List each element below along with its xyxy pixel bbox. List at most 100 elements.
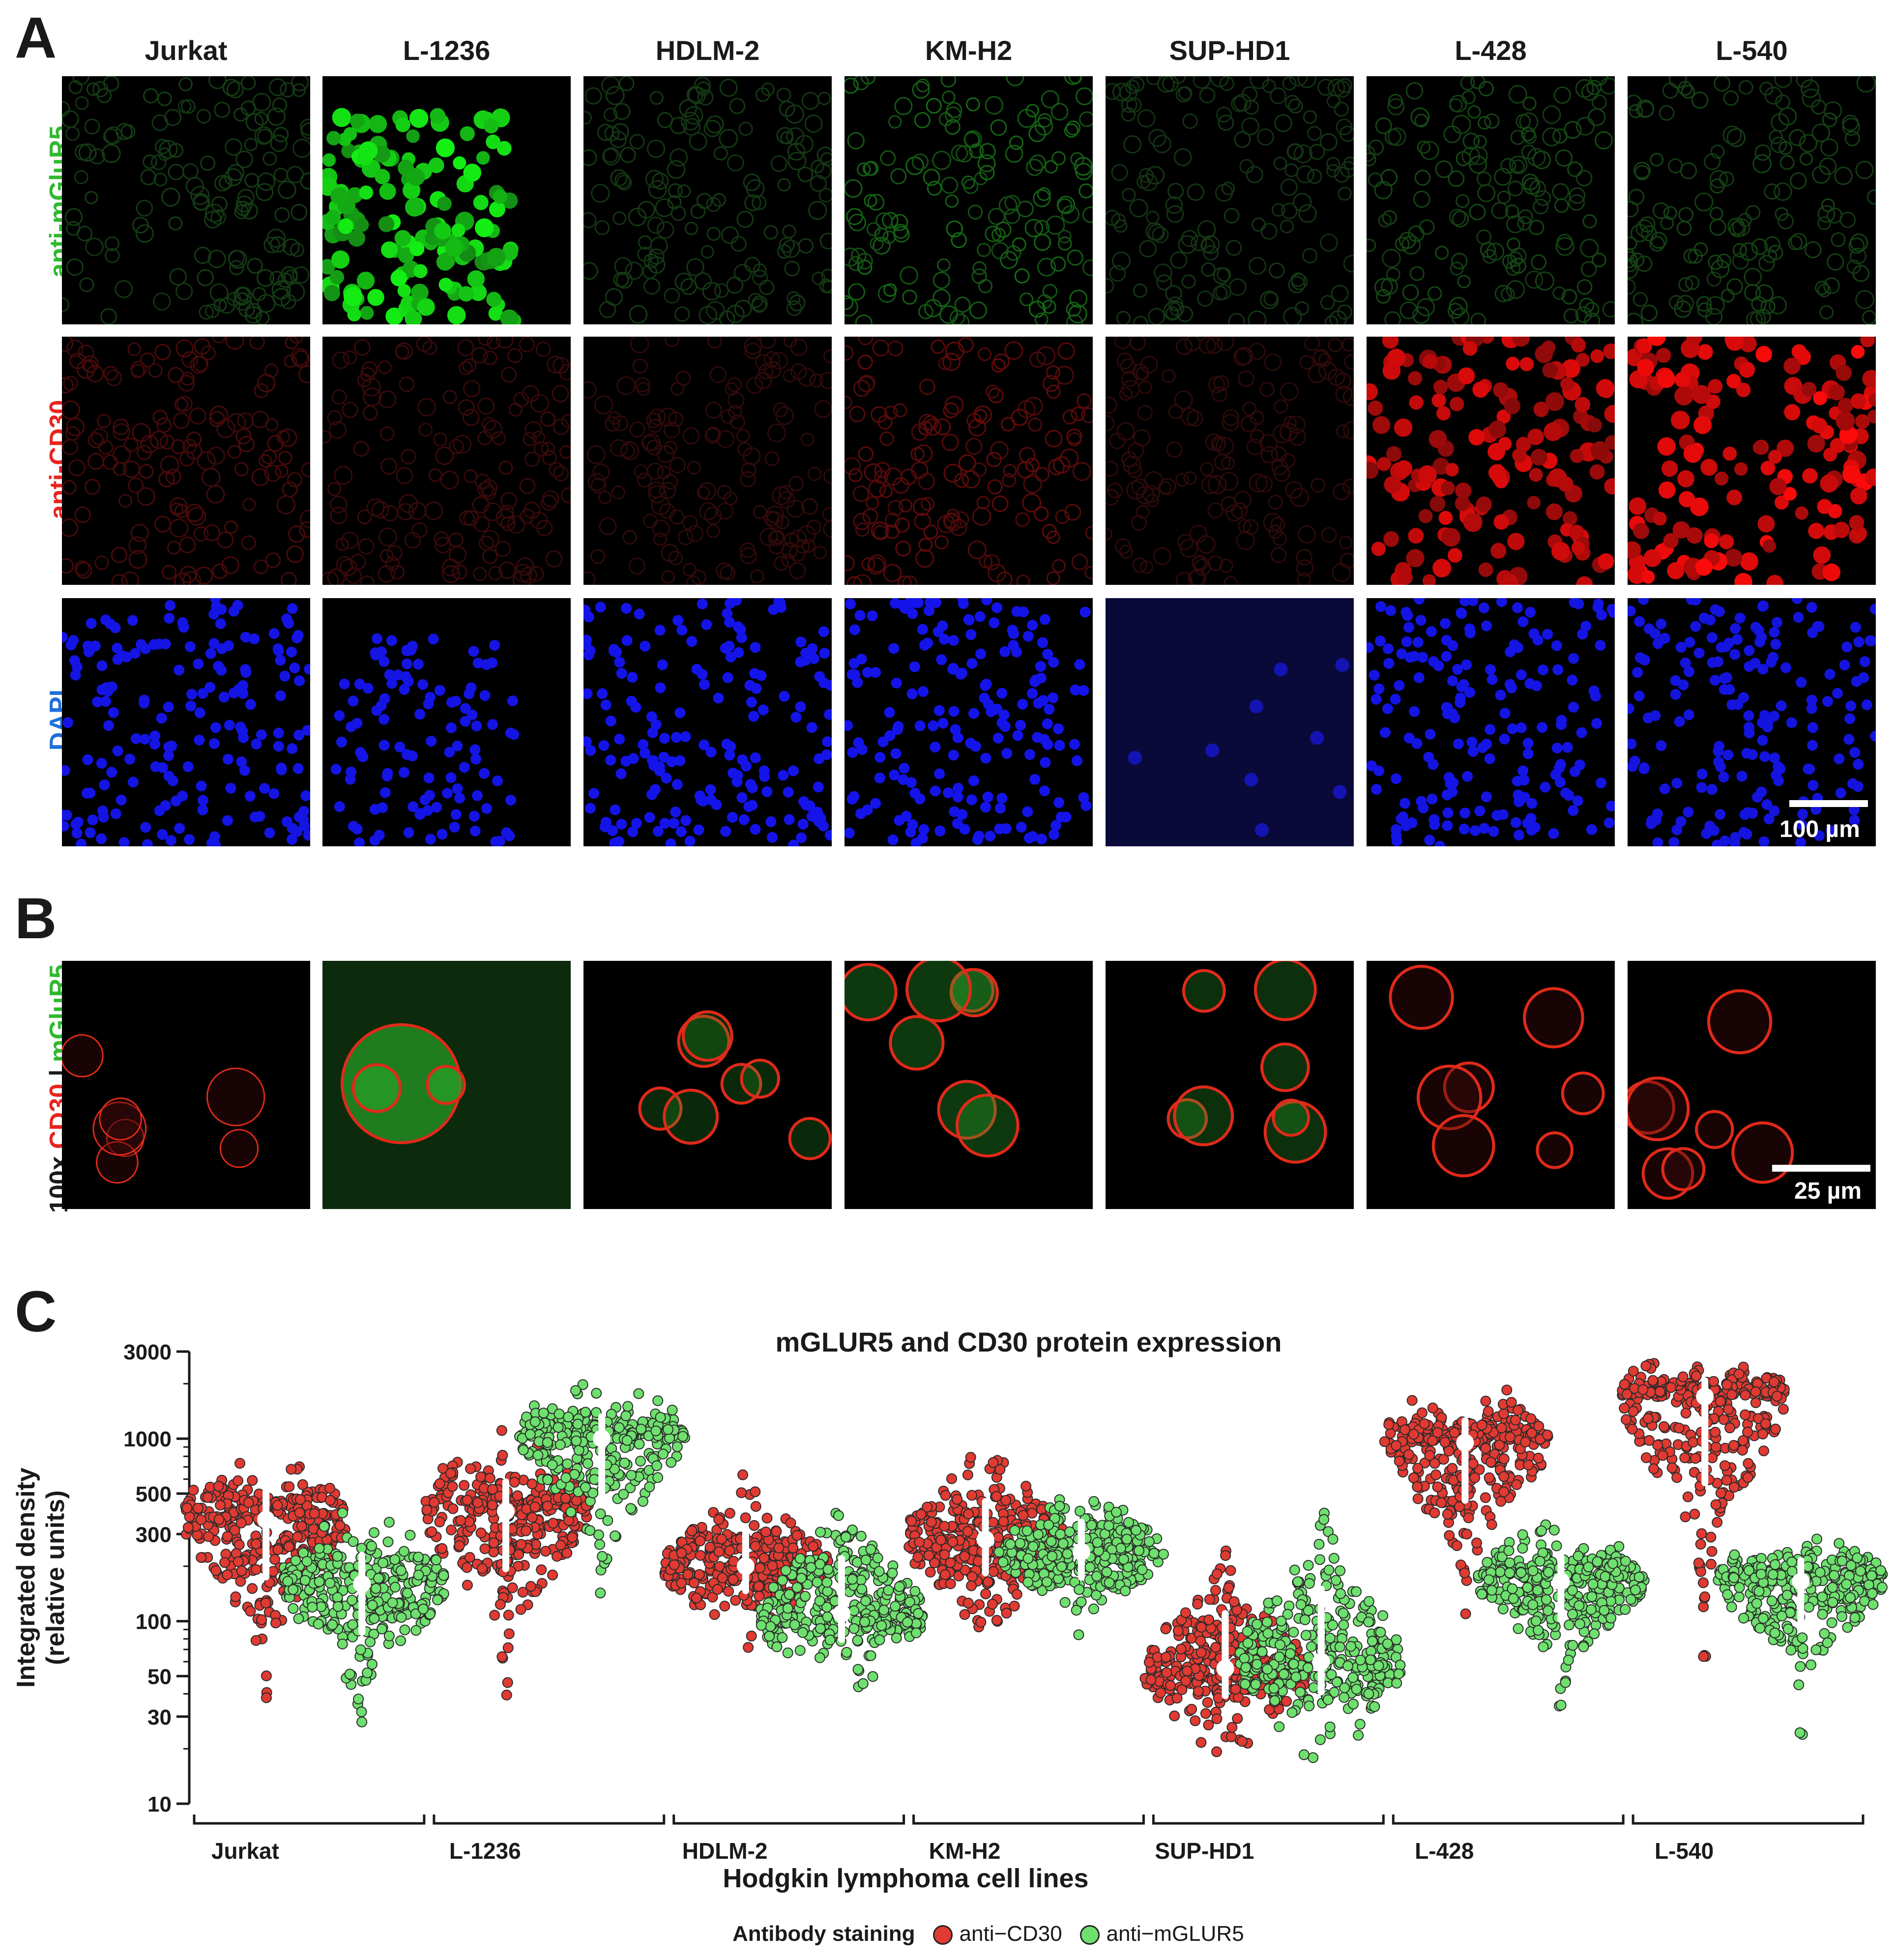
data-point: [181, 1502, 193, 1514]
data-point: [1054, 1500, 1065, 1512]
data-point: [1534, 1556, 1545, 1567]
data-point: [1412, 1481, 1423, 1493]
data-point: [765, 1621, 776, 1632]
data-point: [1165, 1680, 1176, 1691]
data-point: [1628, 1365, 1639, 1377]
data-point: [1055, 1528, 1066, 1540]
median-marker: [257, 1510, 275, 1528]
data-point: [1698, 1577, 1709, 1588]
micrograph: [322, 961, 571, 1209]
data-point: [1367, 1636, 1378, 1647]
data-point: [235, 1517, 247, 1528]
data-point: [1459, 1567, 1470, 1579]
data-point: [791, 1582, 803, 1593]
data-point: [1542, 1429, 1553, 1441]
data-point: [1262, 1628, 1274, 1639]
data-point: [518, 1444, 529, 1456]
data-point: [369, 1527, 379, 1538]
median-marker: [736, 1557, 755, 1575]
data-point: [777, 1632, 788, 1643]
data-point: [966, 1490, 977, 1501]
data-point: [1213, 1692, 1224, 1703]
data-point: [367, 1600, 378, 1611]
data-point: [188, 1484, 199, 1496]
data-point: [1240, 1662, 1252, 1673]
data-point: [1250, 1679, 1261, 1690]
data-point: [1496, 1422, 1507, 1434]
data-point: [250, 1635, 262, 1646]
data-point: [1827, 1597, 1838, 1608]
data-point: [1342, 1660, 1353, 1672]
data-point: [1062, 1548, 1073, 1559]
data-point: [935, 1534, 946, 1546]
data-point: [749, 1520, 760, 1531]
data-point: [1451, 1540, 1462, 1551]
legend-label-mglur5: anti−mGLUR5: [1106, 1922, 1244, 1946]
data-point: [362, 1667, 373, 1678]
data-point: [402, 1587, 413, 1599]
data-point: [540, 1546, 551, 1557]
col-head-jurkat: Jurkat: [145, 35, 228, 66]
data-point: [1876, 1582, 1888, 1593]
legend-swatch-mglur5: [1079, 1925, 1100, 1945]
data-point: [988, 1517, 999, 1528]
data-point: [1797, 1632, 1808, 1643]
data-point: [1210, 1642, 1222, 1653]
data-point: [1605, 1595, 1616, 1607]
data-point: [347, 1619, 358, 1630]
data-point: [1480, 1395, 1491, 1407]
data-point: [686, 1525, 698, 1536]
data-point: [1715, 1396, 1726, 1407]
data-point: [1363, 1616, 1374, 1628]
data-point: [348, 1536, 359, 1547]
data-point: [489, 1610, 500, 1621]
data-point: [1767, 1569, 1778, 1580]
data-point: [1195, 1737, 1207, 1748]
data-point: [577, 1379, 588, 1390]
data-point: [1721, 1379, 1733, 1390]
data-point: [1648, 1463, 1660, 1474]
data-point: [1092, 1537, 1103, 1548]
data-point: [906, 1516, 917, 1527]
micrograph: [1628, 989, 1794, 1200]
image-mglur5-km-h2: [845, 76, 1093, 324]
data-point: [1480, 1492, 1491, 1503]
data-point: [396, 1612, 407, 1623]
data-point: [669, 1559, 680, 1570]
data-point: [233, 1556, 244, 1567]
data-point: [383, 1630, 395, 1642]
data-point: [1827, 1582, 1838, 1593]
data-point: [667, 1405, 678, 1416]
data-point: [513, 1560, 524, 1572]
data-point: [203, 1531, 214, 1542]
data-point: [1551, 1540, 1562, 1552]
data-point: [1698, 1601, 1709, 1613]
data-point: [914, 1537, 925, 1548]
data-point: [1001, 1608, 1012, 1619]
data-point: [597, 1551, 608, 1562]
data-point: [202, 1492, 213, 1503]
data-point: [1505, 1432, 1515, 1442]
data-point: [1057, 1538, 1069, 1549]
data-point: [1621, 1414, 1632, 1425]
data-point: [1673, 1422, 1685, 1434]
data-point: [1504, 1557, 1515, 1568]
data-point: [1707, 1452, 1718, 1464]
data-point: [1495, 1496, 1507, 1507]
image-merge-l-428: [1367, 961, 1615, 1209]
data-point: [1417, 1407, 1428, 1418]
data-point: [1817, 1609, 1828, 1620]
data-point: [1300, 1630, 1311, 1641]
data-point: [445, 1468, 456, 1479]
micrograph: [1389, 965, 1605, 1178]
data-point: [1517, 1543, 1528, 1554]
data-point: [988, 1566, 999, 1577]
x-tick-label: L-1236: [449, 1838, 521, 1864]
data-point: [1628, 1406, 1639, 1417]
data-point: [1275, 1639, 1286, 1650]
data-point: [1155, 1687, 1166, 1699]
image-mglur5-l-1236: [322, 76, 571, 324]
data-point: [923, 1550, 934, 1561]
data-point: [993, 1547, 1005, 1557]
data-point: [236, 1565, 247, 1577]
